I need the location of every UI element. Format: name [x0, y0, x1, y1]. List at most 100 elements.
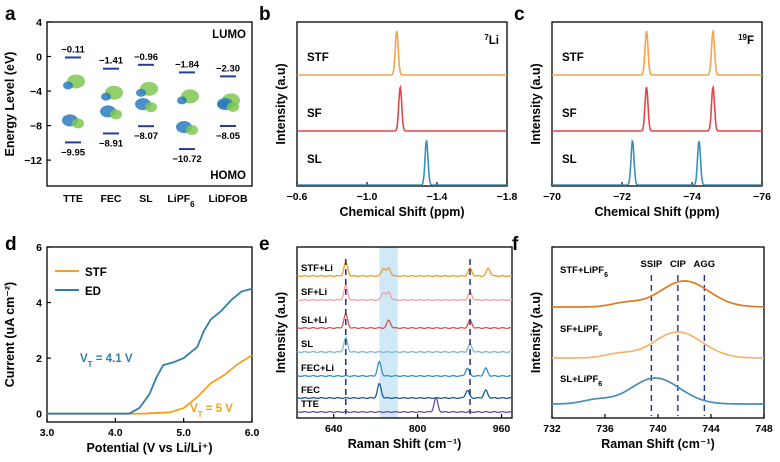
spectrum-line-sf — [552, 84, 762, 132]
lumo-orbital-lobe — [63, 81, 73, 90]
panel-f: f 732 736 740 744 748 Raman Shift (cm⁻¹) Intens… — [512, 234, 773, 451]
homo-orbital-lobe — [186, 125, 198, 136]
panel-a-y-tick-label: −12 — [24, 155, 42, 167]
threshold-voltage-label: VT = 5 V — [190, 403, 233, 419]
panel-b-x-tick-label: −0.6 — [287, 191, 308, 203]
vt-symbol: V — [190, 403, 198, 415]
panel-a-y-tick-label: 0 — [36, 52, 42, 64]
panel-c-x-tick-label: −74 — [683, 191, 701, 203]
lumo-label: LUMO — [212, 29, 246, 41]
series-label: SF — [307, 108, 322, 120]
x-category-label: LiDFOB — [208, 193, 247, 205]
panel-label: b — [259, 4, 271, 25]
series-label: STF+Li — [301, 263, 333, 274]
raman-line-stf-lipf — [552, 280, 764, 308]
raman-line-sf-li — [296, 284, 513, 302]
homo-orbital-lobe — [227, 102, 239, 113]
vt-value: = 5 V — [203, 403, 234, 415]
band-annotation: SSIP — [641, 259, 663, 270]
panel-f-x-tick-label: 740 — [649, 423, 667, 435]
series-label: STF — [307, 52, 329, 64]
panel-e-x-tick-label: 800 — [409, 423, 427, 435]
panel-label: a — [5, 4, 16, 25]
legend-label: ED — [85, 286, 101, 298]
panel-b-x-tick-label: −1.8 — [497, 191, 518, 203]
vt-value: = 4.1 V — [93, 353, 133, 365]
panel-d-y-tick-label: 0 — [36, 409, 42, 421]
panel-label: e — [259, 234, 270, 255]
lipf6-subscript: 6 — [190, 200, 195, 209]
raman-line-stf-li — [296, 260, 513, 278]
legend-label: STF — [85, 267, 107, 279]
x-category-label: SL — [139, 193, 153, 205]
homo-value-label: −8.91 — [99, 138, 124, 149]
lipf6-subscript: 6 — [598, 331, 602, 338]
panel-f-x-tick-label: 732 — [543, 423, 561, 435]
lumo-orbital-lobe — [177, 96, 187, 105]
panel-e-x-tick-label: 960 — [493, 423, 511, 435]
vt-subscript: T — [198, 410, 203, 419]
panel-d-axes-frame — [46, 246, 253, 423]
panel-f-x-tick-label: 748 — [755, 423, 773, 435]
homo-label: HOMO — [210, 170, 246, 182]
homo-value-label: −8.07 — [134, 131, 158, 142]
panel-e-x-tick-label: 640 — [325, 423, 343, 435]
x-axis-label: Raman Shift (cm⁻¹) — [601, 437, 715, 451]
x-category-label: TTE — [63, 193, 83, 205]
lumo-value-label: −2.30 — [216, 63, 240, 74]
series-label: STF — [562, 52, 584, 64]
panel-f-x-tick-label: 736 — [596, 423, 614, 435]
homo-orbital-lobe — [72, 118, 84, 129]
homo-value-label: −10.72 — [172, 154, 201, 165]
raman-line-sl-li — [296, 312, 513, 330]
y-axis-label: Intensity (a.u) — [274, 63, 288, 144]
panel-b: b −0.6 −1.0 −1.4 −1.8 Chemical Shift (ppm) Int… — [259, 4, 518, 219]
panel-c-x-tick-label: −70 — [543, 191, 561, 203]
panel-c-axes-frame — [551, 21, 763, 187]
panel-d: d 3.0 4.0 5.0 6.0 0 2 4 6 Potential (V vs Li/Li⁺)… — [3, 234, 259, 455]
nucleus-label: 19F — [738, 33, 754, 48]
y-axis-label: Intensity (a.u) — [529, 63, 543, 144]
lumo-orbital-lobe — [136, 88, 146, 97]
nucleus-isotope: 19 — [738, 33, 747, 42]
y-axis-label: Energy Level (eV) — [3, 52, 17, 157]
homo-orbital-lobe — [110, 109, 122, 120]
series-label: SL — [301, 339, 313, 350]
series-label: FEC — [301, 385, 320, 396]
lumo-value-label: −0.11 — [61, 44, 85, 55]
panel-d-x-tick-label: 6.0 — [245, 427, 260, 439]
vt-subscript: T — [88, 360, 93, 369]
panel-e: e 640 800 960 Raman Shift (cm⁻¹) Intensity (a… — [259, 234, 513, 451]
panel-a-y-tick-label: −8 — [30, 121, 42, 133]
raman-line-fec-li — [296, 360, 513, 378]
series-label: SL — [562, 154, 577, 166]
y-axis-label: Intensity (a.u) — [274, 292, 288, 373]
panel-b-x-tick-label: −1.4 — [427, 191, 448, 203]
x-axis-label: Chemical Shift (ppm) — [594, 205, 719, 219]
panel-e-axes-frame — [296, 246, 513, 419]
panel-a-y-tick-label: −4 — [30, 86, 42, 98]
panel-c-x-tick-label: −76 — [753, 191, 771, 203]
homo-value-label: −9.95 — [61, 147, 86, 158]
lumo-value-label: −0.96 — [134, 52, 158, 63]
spectrum-line-sf — [297, 84, 507, 132]
band-annotation: AGG — [694, 259, 716, 270]
raman-line-fec — [296, 382, 513, 400]
x-axis-label: Chemical Shift (ppm) — [339, 205, 464, 219]
band-annotation: CIP — [670, 259, 687, 270]
x-axis-label: Raman Shift (cm⁻¹) — [348, 437, 462, 451]
panel-d-x-tick-label: 4.0 — [108, 427, 123, 439]
series-label: STF+LiPF6 — [560, 265, 608, 279]
panel-a-axes-frame — [46, 21, 253, 187]
panel-b-axes-frame — [296, 21, 508, 187]
raman-line-tte — [296, 396, 513, 414]
nucleus-label: 7Li — [484, 33, 499, 48]
spectrum-line-stf — [552, 28, 762, 76]
raman-line-sl — [296, 336, 513, 354]
lumo-orbital-lobe — [101, 92, 111, 101]
y-axis-label: Intensity (a.u) — [529, 292, 543, 373]
panel-f-x-tick-label: 744 — [702, 423, 720, 435]
series-label: SL+Li — [301, 315, 327, 326]
raman-line-sf-lipf — [552, 331, 764, 359]
